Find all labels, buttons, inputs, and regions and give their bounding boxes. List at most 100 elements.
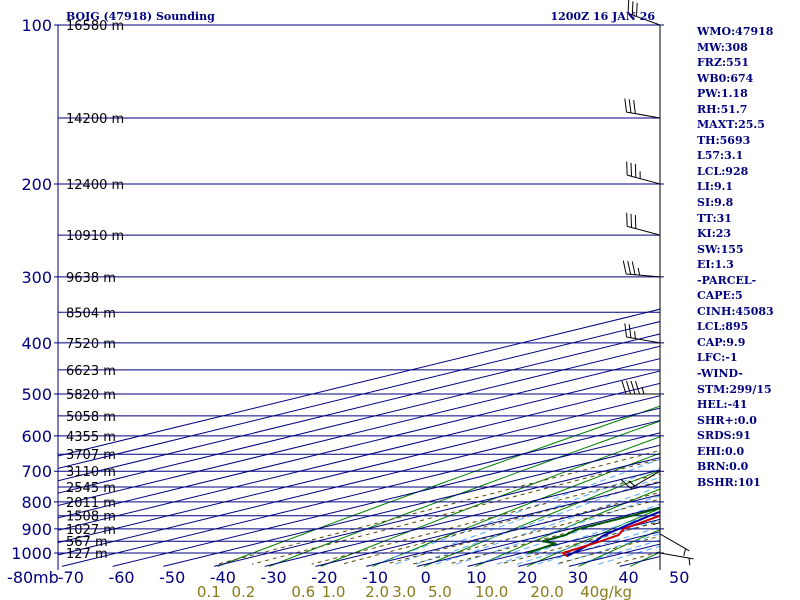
temperature-tick-label: -60 — [108, 568, 134, 587]
index-item: KI:23 — [697, 227, 732, 241]
wind-barb — [622, 260, 661, 278]
index-item: L57:3.1 — [697, 149, 744, 163]
pressure-tick-label: 200 — [21, 175, 52, 194]
wind-barb-staff — [627, 12, 661, 26]
pressure-tick-label: 700 — [21, 462, 52, 481]
sounding-profiles — [527, 506, 660, 558]
wind-barb-staff — [659, 552, 694, 560]
wind-barb-half — [683, 548, 687, 556]
wind-barb-full — [630, 380, 636, 395]
wind-barb-half — [628, 480, 635, 487]
height-label: 567 m — [66, 535, 108, 550]
index-item: LI:9.1 — [697, 180, 734, 194]
wind-barb — [620, 470, 661, 489]
index-item: CINH:45083 — [697, 304, 774, 318]
isotherm — [58, 308, 660, 457]
index-item: LFC:-1 — [697, 351, 738, 365]
wind-barb — [621, 380, 660, 395]
temperature-tick-label: -30 — [261, 568, 287, 587]
parcel-trace — [566, 510, 660, 558]
temperature-tick-label: 40 — [618, 568, 638, 587]
mixing-ratio-label: 5.0 — [428, 583, 452, 600]
height-label: 9638 m — [66, 271, 116, 286]
index-item: -PARCEL- — [697, 273, 757, 287]
index-item: CAP:9.9 — [697, 335, 746, 349]
isotherm — [58, 345, 660, 494]
wind-barb — [626, 212, 661, 236]
height-label: 2011 m — [66, 496, 116, 511]
height-label: 127 m — [66, 547, 108, 562]
isotherm — [58, 333, 660, 482]
mixing-ratio-label: 0.2 — [232, 583, 256, 600]
index-item: MW:308 — [697, 40, 748, 54]
wind-barb-full — [626, 380, 631, 395]
isotherm — [163, 444, 660, 567]
index-item: PW:1.18 — [697, 87, 748, 101]
wind-barb-full — [621, 380, 627, 395]
height-label: 7520 m — [66, 337, 116, 352]
temperature-tick-label: 30 — [568, 568, 588, 587]
wind-barb-full — [631, 1, 634, 15]
moist-adiabat — [537, 526, 660, 565]
index-item: -WIND- — [697, 367, 743, 381]
pressure-tick-label: 1000 — [11, 544, 52, 563]
sounding-time: 1200Z 16 JAN 26 — [550, 10, 655, 23]
isobars — [54, 24, 664, 570]
temperature-tick-label: -10 — [362, 568, 388, 587]
moist-adiabat — [496, 511, 660, 565]
wind-barb-half — [641, 386, 645, 395]
index-item: SI:9.8 — [697, 196, 734, 210]
index-item: HEL:-41 — [697, 398, 748, 412]
station-title: BOIG (47918) Sounding — [66, 10, 215, 23]
pressure-tick-label: 900 — [21, 520, 52, 539]
wind-barb-staff — [626, 111, 661, 119]
isotherm — [58, 321, 660, 469]
mixing-ratio-label: 3.0 — [392, 583, 416, 600]
height-label: 14200 m — [66, 112, 124, 127]
wind-barb-staff — [627, 174, 661, 185]
index-item: BRN:0.0 — [697, 460, 749, 474]
wind-barb-full — [635, 380, 640, 395]
pressure-tick-label: 300 — [21, 268, 52, 287]
height-label: 1508 m — [66, 510, 116, 525]
height-label: 16580 m — [66, 19, 124, 34]
index-item: SHR+:0.0 — [697, 413, 757, 427]
temperature-tick-label: 10 — [466, 568, 486, 587]
wind-barb-staff — [630, 470, 661, 489]
wind-barb — [652, 493, 661, 528]
wind-barb — [624, 98, 661, 119]
wind-barb — [659, 552, 694, 566]
wind-barb-staff — [659, 533, 690, 552]
wind-barbs — [620, 0, 694, 570]
wind-barb-full — [628, 99, 632, 113]
temperature-tick-label: -70 — [58, 568, 84, 587]
isotherm — [58, 395, 660, 544]
index-item: STM:299/15 — [697, 382, 772, 396]
index-item: LCL:928 — [697, 164, 749, 178]
index-item: TT:31 — [697, 211, 732, 225]
wind-barb-full — [631, 261, 636, 275]
temperature-tick-label: 50 — [669, 568, 689, 587]
moist-adiabat — [516, 519, 660, 565]
wind-barb-full — [627, 0, 630, 14]
wind-barb-staff — [627, 225, 661, 236]
stability-indices-panel: WMO:47918 MW:308 FRZ:551 WB0:674 PW:1.18 RH:5… — [697, 24, 797, 490]
temperature-tick-label: -20 — [311, 568, 337, 587]
height-label: 5058 m — [66, 410, 116, 425]
index-item: RH:51.7 — [697, 102, 748, 116]
height-label: 3110 m — [66, 465, 116, 480]
wind-barb — [659, 533, 690, 556]
index-item: EHI:0.0 — [697, 444, 745, 458]
mixing-ratio-line — [341, 480, 660, 565]
wind-barb-full — [627, 260, 632, 275]
wind-barb-half — [637, 267, 641, 276]
temperature-tick-label: -80 — [7, 568, 33, 587]
height-label: 2545 m — [66, 481, 116, 496]
mixing-ratio-line — [412, 498, 660, 565]
wind-barb-full — [628, 324, 632, 338]
wind-barb-full — [624, 323, 628, 338]
pressure-tick-label: 500 — [21, 385, 52, 404]
temperature-tick-label: 0 — [421, 568, 431, 587]
height-label: 5820 m — [66, 388, 116, 403]
